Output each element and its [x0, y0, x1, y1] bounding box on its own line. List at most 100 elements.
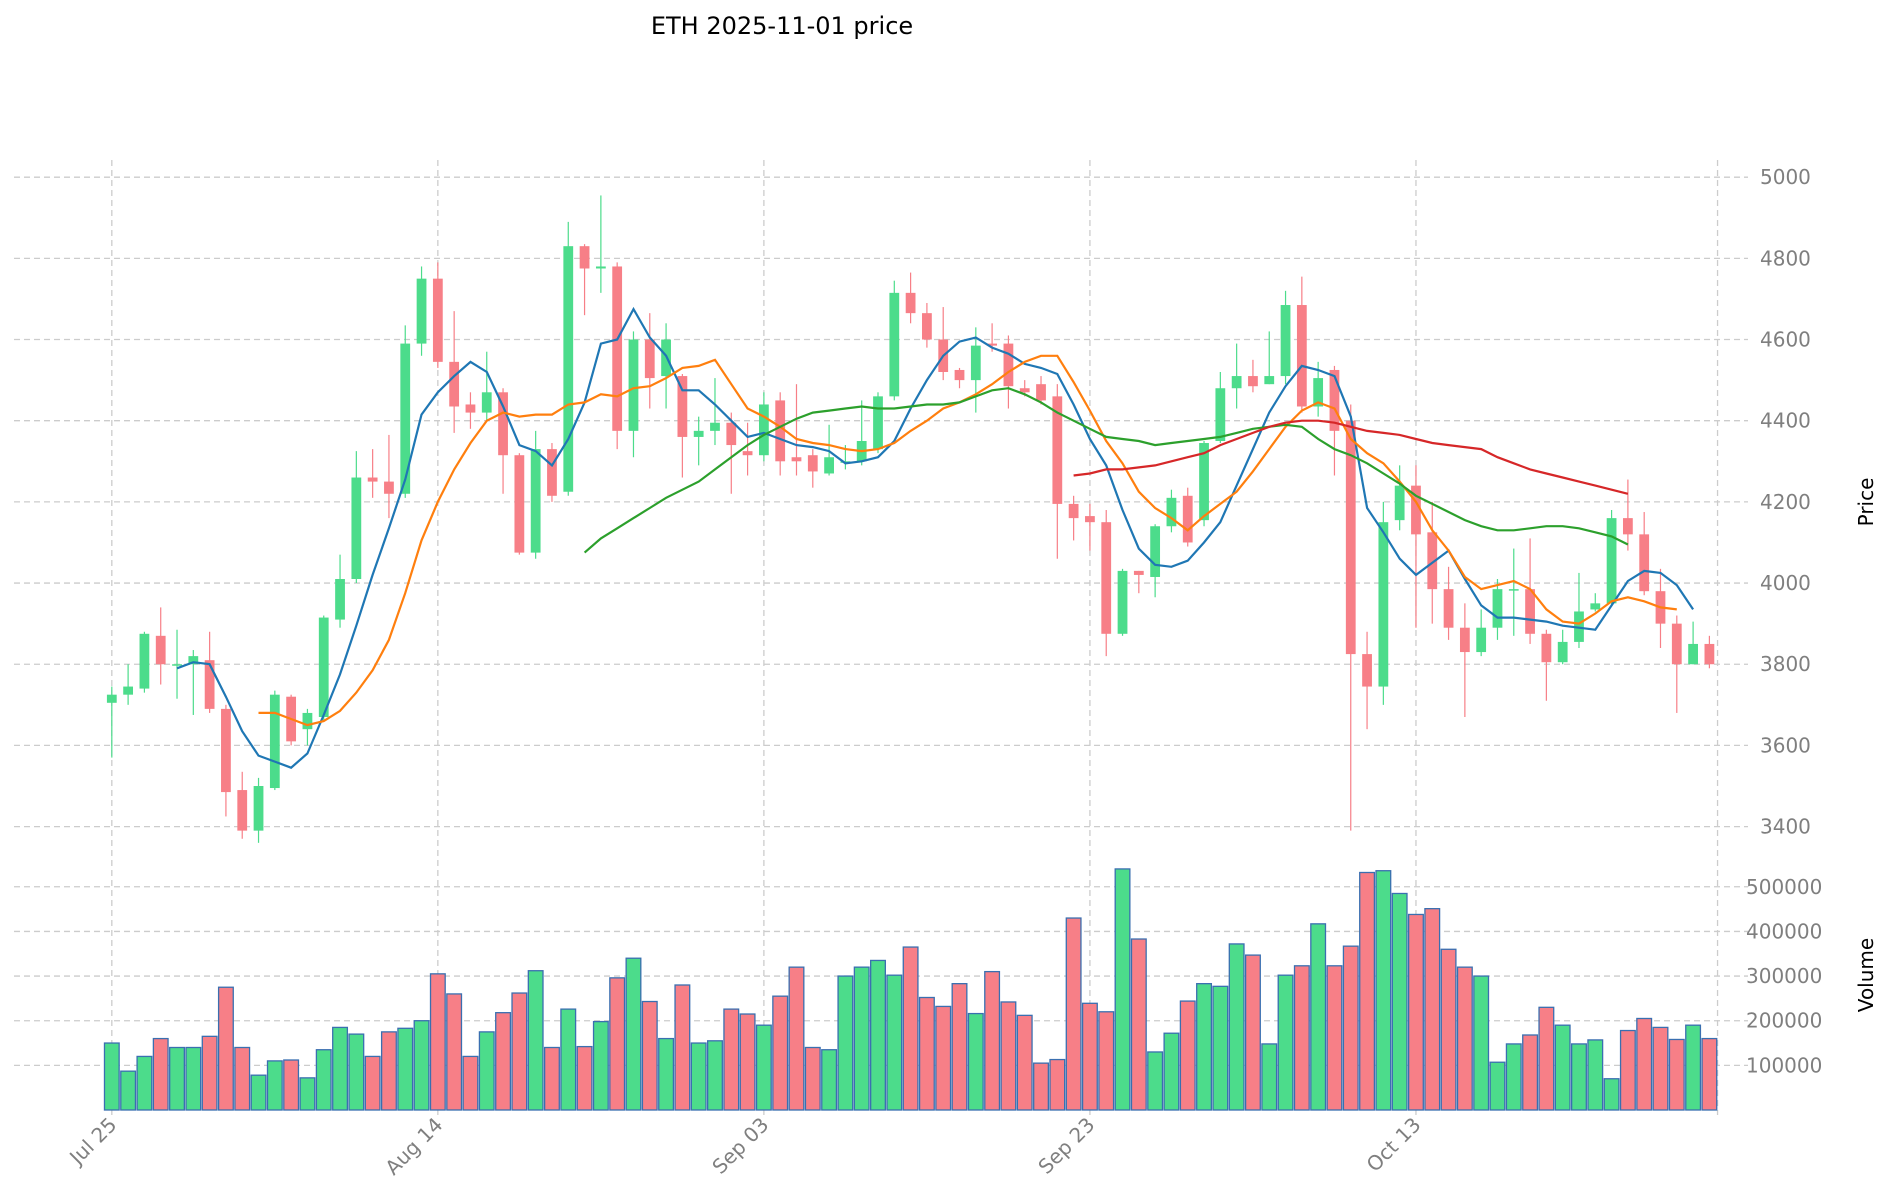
candle-body: [710, 422, 720, 431]
volume-bar: [674, 984, 691, 1111]
candle-body: [1052, 396, 1063, 504]
volume-bar: [1636, 1017, 1653, 1111]
candle-body: [873, 396, 883, 450]
volume-bar: [1196, 983, 1213, 1111]
candle-body: [693, 430, 704, 437]
volume-bar: [1619, 1029, 1636, 1111]
candle-body: [221, 708, 231, 793]
candle-body: [1019, 388, 1030, 393]
candle-body: [432, 278, 443, 362]
volume-bar: [527, 970, 544, 1111]
volume-bar: [348, 1033, 365, 1111]
volume-bar: [478, 1031, 495, 1111]
volume-bar: [1473, 975, 1490, 1111]
ma5-line: [176, 306, 1695, 769]
price-tick-label: 4200: [1760, 490, 1811, 514]
candle-body: [775, 400, 786, 462]
ma60-line: [1073, 419, 1629, 495]
volume-bar: [1456, 966, 1473, 1111]
volume-bar: [1261, 1043, 1278, 1111]
volume-bar: [152, 1037, 169, 1111]
volume-bar: [1033, 1062, 1050, 1111]
volume-bar: [1375, 870, 1392, 1111]
volume-bar: [250, 1074, 267, 1111]
candle-body: [1378, 522, 1389, 687]
volume-bar: [1424, 908, 1441, 1111]
price-tick-label: 4800: [1760, 246, 1811, 270]
volume-bar: [609, 977, 626, 1111]
moving-average-lines: [176, 306, 1695, 769]
volume-bar: [918, 996, 935, 1111]
candle-body: [824, 457, 834, 474]
candle-body: [1557, 641, 1568, 663]
candle-body: [106, 694, 117, 703]
volume-bar: [1603, 1078, 1620, 1111]
candle-body: [954, 369, 965, 381]
price-tick-label: 4600: [1760, 328, 1811, 352]
candle-body: [465, 404, 476, 413]
volume-bar: [299, 1077, 316, 1111]
candle-body: [1704, 643, 1715, 665]
volume-tick-label: 300000: [1746, 964, 1822, 988]
candle-body: [1362, 654, 1372, 687]
volume-bar: [706, 1040, 723, 1111]
candle-body: [1248, 376, 1258, 387]
volume-bar: [1391, 892, 1408, 1111]
volume-axis-label: Volume: [1854, 938, 1878, 1012]
volume-bar: [429, 973, 446, 1111]
candle-body: [595, 266, 606, 269]
candle-body: [498, 392, 508, 456]
x-tick-label: Sep 03: [707, 1113, 773, 1179]
candle-body: [1443, 589, 1454, 628]
candle-body: [1639, 534, 1650, 592]
volume-bar: [690, 1042, 707, 1111]
volume-bar: [821, 1049, 838, 1111]
volume-bar: [1652, 1026, 1669, 1111]
candle-body: [1394, 485, 1405, 521]
volume-bar: [1522, 1034, 1539, 1111]
volume-bar: [446, 993, 463, 1111]
volume-bar: [902, 946, 919, 1111]
candle-body: [1068, 503, 1079, 519]
volume-bar: [886, 974, 903, 1111]
volume-bar: [1244, 954, 1261, 1111]
volume-bar: [1701, 1037, 1718, 1111]
candle-body: [269, 694, 280, 789]
x-tick-labels: Jul 25 Aug 14 Sep 03 Sep 23 Oct 13: [63, 1113, 1425, 1180]
candle-body: [742, 451, 753, 456]
volume-bar: [984, 970, 1001, 1111]
candle-body: [335, 579, 345, 620]
volume-bar: [837, 975, 854, 1111]
volume-bar: [772, 995, 789, 1111]
candle-body: [970, 345, 981, 381]
volume-bar: [1554, 1024, 1571, 1111]
volume-bar: [1049, 1058, 1066, 1111]
volume-bar: [641, 1000, 658, 1111]
candle-body: [449, 361, 460, 407]
price-tick-label: 5000: [1760, 165, 1811, 189]
ma30-line: [583, 387, 1629, 554]
candle-body: [922, 313, 932, 340]
x-tick-label: Oct 13: [1362, 1113, 1426, 1177]
candle-body: [1117, 570, 1128, 634]
volume-tick-label: 500000: [1746, 875, 1822, 899]
candle-body: [758, 404, 769, 456]
volume-bar: [136, 1055, 153, 1111]
volume-bar: [397, 1027, 414, 1111]
volume-bar: [1310, 923, 1327, 1111]
volume-bar: [1016, 1014, 1033, 1111]
candle-body: [1508, 589, 1519, 591]
candle-body: [172, 664, 182, 666]
candle-body: [1606, 518, 1617, 604]
volume-bar: [1505, 1043, 1522, 1111]
candle-body: [726, 422, 737, 446]
volume-bars: [103, 868, 1718, 1111]
volume-bar: [1147, 1051, 1164, 1111]
candle-body: [155, 635, 166, 665]
volume-bar: [1228, 943, 1245, 1111]
candle-body: [1101, 522, 1112, 634]
volume-bar: [120, 1070, 137, 1111]
volume-bar: [380, 1031, 397, 1111]
volume-bar: [1212, 985, 1229, 1111]
